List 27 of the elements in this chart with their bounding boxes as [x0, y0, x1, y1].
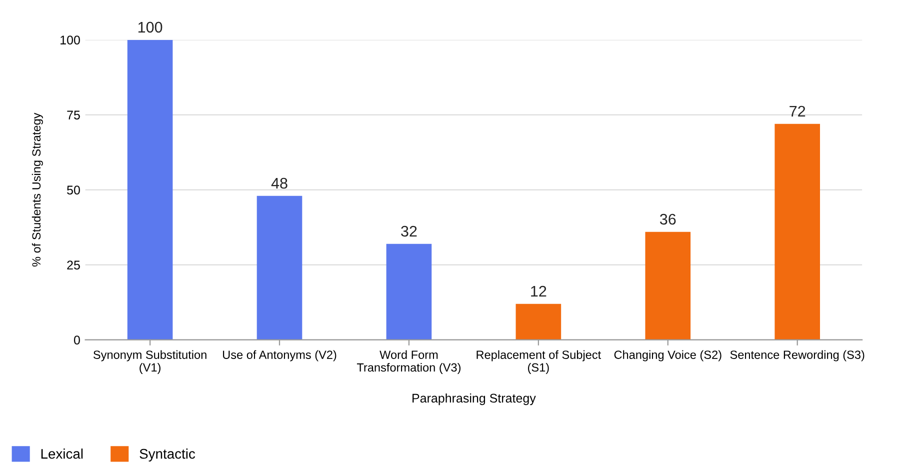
y-tick-label: 0 [74, 336, 80, 345]
legend-label: Syntactic [140, 448, 196, 462]
data-label: 36 [660, 214, 676, 225]
data-label: 100 [138, 22, 162, 33]
data-label: 32 [401, 226, 417, 237]
data-label: 72 [790, 106, 806, 116]
bar [774, 124, 820, 340]
y-axis-title: % of Students Using Strategy [32, 112, 43, 267]
bar [645, 232, 691, 340]
bar [386, 244, 432, 340]
x-tick-label: Synonym Substitution (V1) [93, 350, 206, 374]
bar [127, 40, 173, 340]
bar [516, 304, 562, 340]
data-label: 12 [531, 286, 546, 297]
x-tick-label: Changing Voice (S2) [614, 350, 722, 362]
legend-label: Lexical [41, 448, 83, 459]
y-tick-label: 100 [60, 36, 80, 44]
x-tick-label: Use of Antonyms (V2) [223, 350, 336, 362]
x-tick-label: Replacement of Subject (S1) [476, 350, 602, 374]
y-tick-label: 25 [67, 260, 80, 270]
bar [256, 196, 302, 340]
y-tick-label: 75 [67, 110, 80, 120]
x-tick-label: Word Form Transformation (V3) [356, 350, 460, 374]
x-axis-title: Paraphrasing Strategy [412, 393, 536, 406]
y-tick-label: 50 [67, 186, 80, 194]
x-tick-label: Sentence Rewording (S3) [730, 350, 864, 362]
data-label: 48 [271, 178, 288, 189]
